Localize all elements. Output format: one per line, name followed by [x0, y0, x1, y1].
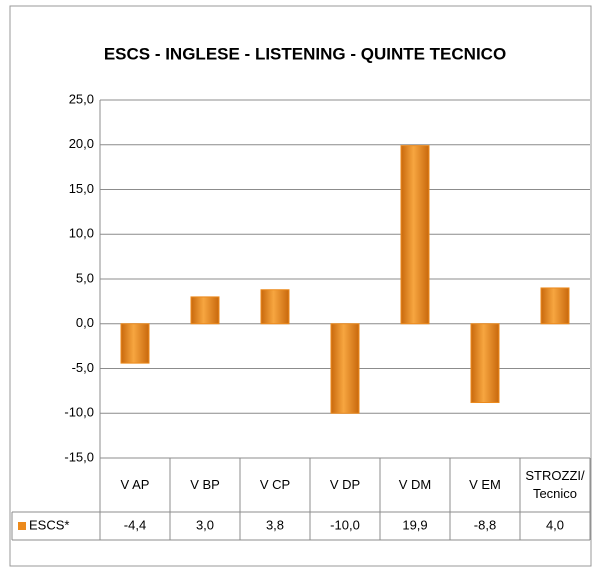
x-tick-label: V EM — [469, 477, 501, 492]
value-label: -8,8 — [474, 517, 496, 532]
y-tick-label: 0,0 — [76, 315, 94, 330]
x-tick-label: V DP — [329, 477, 361, 492]
bar — [190, 296, 220, 325]
value-label: -4,4 — [124, 517, 146, 532]
y-tick-label: 5,0 — [76, 270, 94, 285]
value-label: -10,0 — [330, 517, 360, 532]
chart-border — [9, 5, 592, 567]
x-tick-label: V CP — [259, 477, 291, 492]
y-tick-label: -10,0 — [64, 405, 94, 420]
bar — [330, 323, 360, 414]
chart-title: ESCS - INGLESE - LISTENING - QUINTE TECN… — [104, 44, 506, 63]
y-tick-label: 20,0 — [69, 136, 94, 151]
y-tick-label: -5,0 — [72, 360, 94, 375]
value-label: 3,8 — [266, 517, 284, 532]
value-label: 4,0 — [546, 517, 564, 532]
bar — [400, 145, 430, 325]
y-tick-label: 15,0 — [69, 181, 94, 196]
value-label: 19,9 — [402, 517, 427, 532]
y-tick-label: -15,0 — [64, 449, 94, 464]
x-tick-label: V AP — [120, 477, 150, 492]
bar — [470, 323, 500, 404]
y-tick-label: 25,0 — [69, 91, 94, 106]
x-tick-label: V DM — [398, 477, 432, 492]
y-tick-label: 10,0 — [69, 226, 94, 241]
bar — [120, 323, 150, 364]
x-tick-label: STROZZI/ Tecnico — [525, 468, 585, 501]
legend-swatch — [18, 522, 26, 530]
bar — [260, 289, 290, 325]
x-tick-label: V BP — [190, 477, 220, 492]
legend-label: ESCS* — [29, 517, 69, 532]
bar — [540, 287, 570, 325]
value-label: 3,0 — [196, 517, 214, 532]
